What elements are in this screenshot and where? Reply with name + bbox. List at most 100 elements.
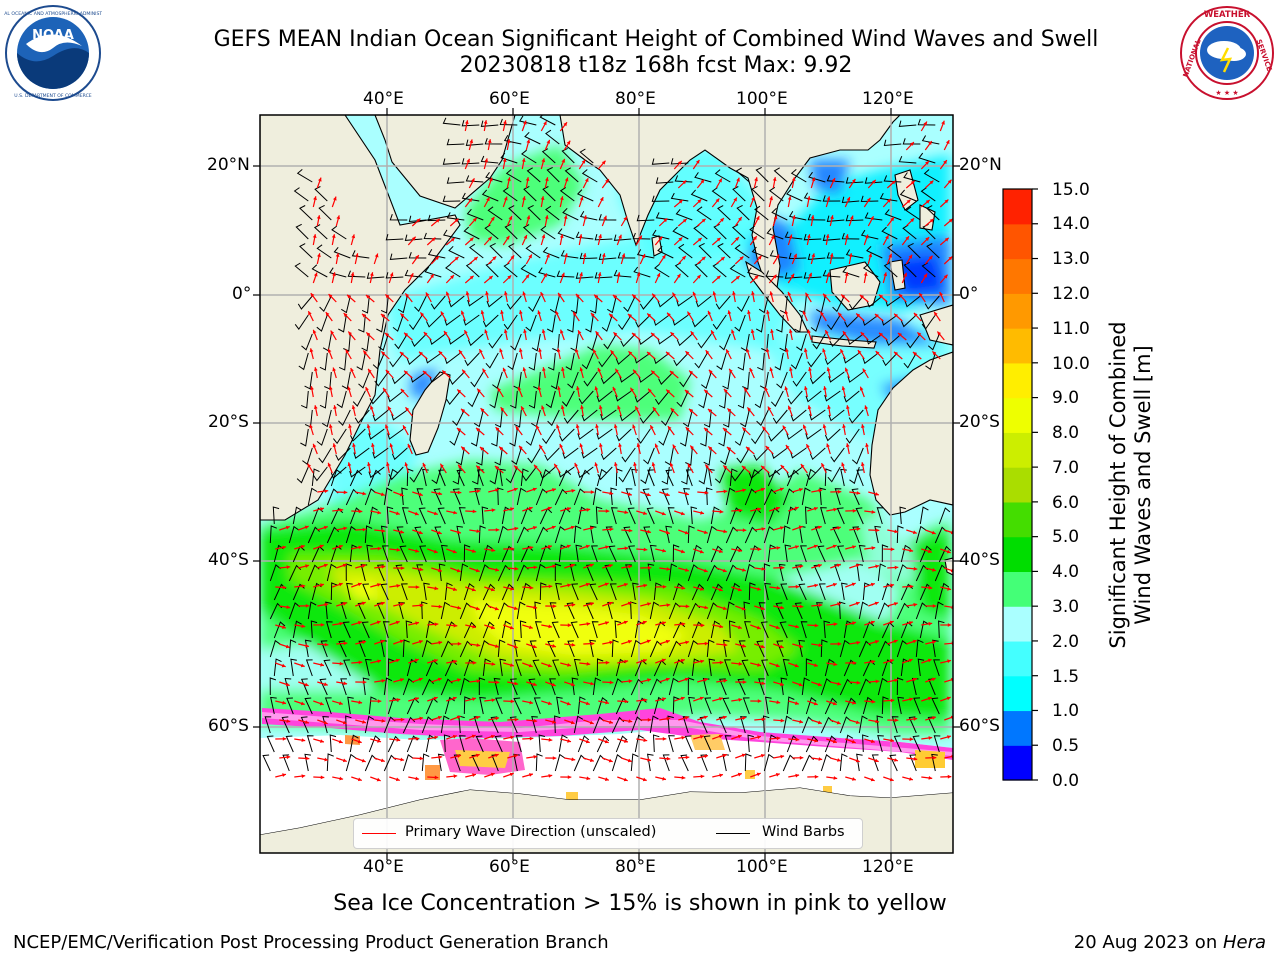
wind-barb [581,352,594,370]
wind-barb [494,409,503,428]
wind-barb [653,314,670,326]
wave-arrow [389,776,400,782]
wind-barb [513,409,522,428]
wind-barb [579,252,598,260]
wave-arrow [924,255,933,265]
wind-barb [862,621,875,639]
wave-arrow [446,696,457,702]
colorbar-segment [1003,397,1032,433]
wave-arrow [457,464,466,474]
wind-barb [520,545,534,563]
wave-arrow [370,738,382,743]
wave-arrow [716,679,728,683]
wind-barb [794,314,803,333]
wave-arrow [633,462,637,474]
wind-barb [698,242,712,259]
wave-arrow [735,528,747,533]
wave-arrow [465,624,477,629]
wave-arrow [500,406,508,417]
wave-arrow [826,367,831,379]
wind-barb [463,314,480,326]
wind-barb [638,371,655,383]
wind-barb [313,224,328,240]
wind-barb [319,390,328,409]
wind-barb [316,244,332,259]
wave-arrow [559,158,566,170]
wind-barb [532,659,541,677]
wind-barb [729,468,738,487]
wave-arrow [735,605,746,611]
wind-barb [841,232,860,240]
wind-barb [488,333,503,349]
wave-arrow [351,776,362,782]
wave-arrow [864,405,869,417]
wave-arrow [878,294,888,303]
wind-barb [487,206,503,221]
wave-arrow [598,738,609,744]
wave-arrow [845,738,856,744]
wave-arrow [313,507,325,512]
wind-barb [554,753,566,772]
wave-arrow [674,775,686,780]
wind-barb [508,243,522,259]
wave-arrow [731,624,742,630]
wave-arrow [925,567,937,572]
wave-arrow [564,719,575,725]
wave-arrow [823,386,827,398]
wave-arrow [791,215,796,227]
wave-arrow [696,256,706,265]
wave-arrow [878,332,888,341]
wind-barb [570,295,579,314]
wave-arrow [593,294,603,303]
wind-barb [347,270,366,278]
wave-arrow [902,621,914,626]
wave-arrow [502,158,507,170]
wave-arrow [868,679,880,684]
wave-arrow [715,256,726,265]
wave-arrow [313,662,325,667]
wave-arrow [826,776,838,780]
wave-arrow [906,639,917,645]
wind-barb [448,333,465,345]
wave-arrow [507,681,519,686]
wave-arrow [317,525,328,531]
wave-arrow [350,272,355,284]
wave-arrow [830,526,842,531]
wave-arrow [393,757,405,762]
wind-barb [883,139,902,147]
colorbar-segment [1003,328,1032,364]
wave-arrow [332,582,343,588]
wave-arrow [924,180,934,189]
wave-arrow [654,236,663,246]
wave-arrow [500,310,504,322]
wave-arrow [792,604,804,609]
wave-arrow [677,218,688,227]
wave-arrow [440,311,447,322]
wind-barb [340,678,347,696]
wave-arrow [864,776,875,782]
wave-arrow [336,641,348,646]
wind-barb [304,697,313,715]
wind-barb [549,602,557,620]
wave-arrow [560,507,572,512]
wave-arrow [649,424,656,436]
wave-arrow [523,329,527,341]
wind-barb [908,716,917,734]
wind-barb [858,601,869,620]
wave-arrow [355,757,366,763]
wind-barb [874,525,881,544]
wave-arrow [769,586,781,590]
wind-barb [858,715,868,734]
wind-barb [598,352,613,368]
wave-arrow [921,696,932,702]
wind-barb [292,545,305,563]
wave-arrow [446,510,458,515]
wind-barb [856,753,863,772]
wind-barb [915,639,924,658]
wind-barb [466,208,484,221]
wave-arrow [507,487,518,493]
wave-arrow [431,677,442,683]
wave-arrow [712,773,724,778]
wave-arrow [488,488,500,493]
wind-barb [900,314,917,328]
